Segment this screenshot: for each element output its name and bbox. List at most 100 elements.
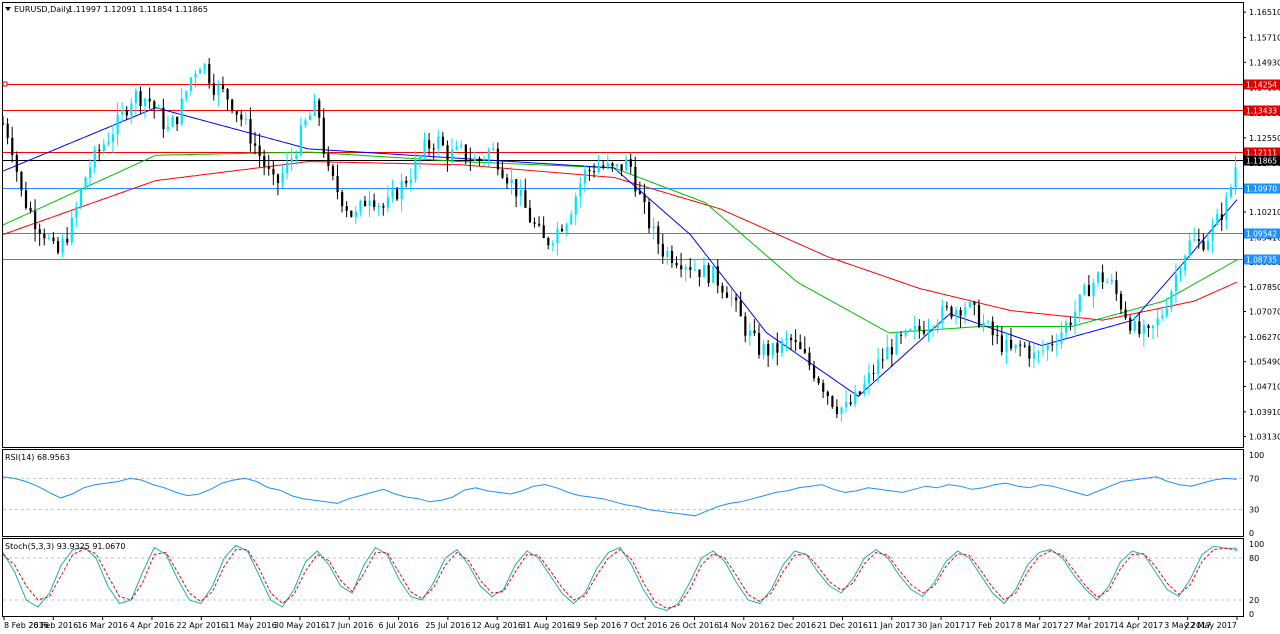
candle-body	[79, 189, 83, 207]
candles	[2, 58, 1237, 422]
time-tick-label: 14 Nov 2016	[718, 621, 769, 630]
candle-body	[20, 171, 23, 191]
rsi-indicator: 100 70 30 0	[2, 451, 1264, 538]
candle-body	[1202, 241, 1205, 250]
candle-body	[492, 148, 495, 151]
candle-body	[473, 158, 477, 161]
candle-body	[767, 343, 770, 356]
candle-body	[308, 115, 312, 121]
time-tick-label: 16 Mar 2016	[77, 621, 128, 630]
candle-body	[583, 170, 587, 184]
time-tick-label: 26 Oct 2016	[670, 621, 719, 630]
candle-body	[290, 158, 293, 162]
candle-body	[799, 342, 802, 349]
candle-body	[1106, 281, 1109, 283]
candle-body	[817, 378, 820, 384]
triangle-down-icon[interactable]	[5, 7, 11, 11]
candle-body	[790, 337, 793, 340]
stoch-panel-frame	[2, 538, 1244, 617]
price-tag-label: 1.13433	[1246, 107, 1277, 116]
price-tag-label: 1.08735	[1246, 256, 1277, 265]
symbol-title: EURUSD,Daily	[14, 5, 71, 14]
candle-body	[38, 229, 41, 234]
candle-body	[936, 322, 939, 328]
candle-body	[373, 200, 376, 208]
candle-body	[368, 200, 371, 207]
time-tick-label: 11 Jan 2017	[868, 621, 916, 630]
candle-body	[762, 343, 765, 355]
price-tag-label: 1.10970	[1246, 185, 1277, 194]
candle-body	[258, 145, 261, 157]
price-tag-bg	[1244, 105, 1280, 116]
candle-body	[845, 402, 848, 408]
candle-body	[43, 233, 46, 239]
candle-body	[854, 391, 857, 405]
candle-body	[826, 391, 829, 397]
candle-body	[927, 329, 930, 334]
candle-body	[968, 301, 971, 308]
candle-body	[634, 166, 637, 192]
candle-body	[1101, 272, 1104, 283]
ma-fast-line	[2, 107, 1238, 397]
candle-body	[354, 211, 357, 217]
candle-body	[716, 266, 719, 286]
candle-body	[382, 205, 385, 208]
candle-body	[295, 154, 298, 159]
candle-body	[418, 155, 422, 161]
candle-body	[913, 325, 916, 330]
candle-body	[556, 228, 559, 244]
candle-body	[1005, 339, 1008, 352]
candle-body	[959, 310, 962, 316]
candle-body	[134, 91, 138, 104]
candle-body	[212, 83, 215, 95]
candle-body	[615, 164, 619, 167]
indicator-tick-label: 0	[1249, 610, 1254, 619]
candle-body	[93, 149, 96, 168]
candle-body	[753, 330, 756, 334]
candle-body	[588, 170, 591, 172]
candle-body	[1115, 280, 1118, 294]
candle-body	[922, 330, 926, 334]
candle-body	[253, 143, 257, 146]
candle-body	[840, 407, 843, 414]
candle-body	[1138, 321, 1141, 335]
candle-body	[61, 238, 64, 253]
candle-body	[776, 342, 779, 353]
candle-body	[478, 158, 481, 160]
candle-body	[1037, 351, 1040, 353]
candle-body	[153, 101, 156, 109]
stoch-signal-line	[2, 547, 1238, 609]
candle-body	[423, 140, 426, 156]
candle-body	[203, 64, 206, 70]
candle-body	[244, 118, 248, 120]
candle-body	[34, 211, 37, 230]
time-tick-label: 8 Feb 2016	[4, 621, 49, 630]
candle-body	[166, 126, 170, 130]
candle-body	[932, 327, 935, 330]
candle-body	[661, 243, 664, 257]
candle-body	[702, 264, 706, 278]
candle-body	[331, 166, 335, 176]
candle-body	[304, 120, 307, 126]
candle-body	[148, 98, 151, 102]
candle-body	[973, 301, 976, 305]
candle-body	[121, 110, 124, 115]
time-tick-label: 17 Jun 2016	[325, 621, 373, 630]
candle-body	[1211, 224, 1214, 241]
time-tick-label: 30 Jan 2017	[917, 621, 965, 630]
horizontal-lines	[2, 81, 1243, 260]
candle-body	[66, 238, 69, 243]
candle-body	[52, 237, 55, 242]
candle-body	[707, 264, 710, 284]
candle-body	[89, 167, 92, 178]
candle-body	[171, 116, 174, 127]
candle-body	[890, 346, 894, 355]
candle-body	[350, 210, 353, 217]
candle-body	[652, 226, 655, 229]
candle-body	[1087, 285, 1091, 297]
candle-body	[98, 149, 101, 151]
candle-body	[648, 202, 651, 229]
candle-body	[1124, 309, 1127, 319]
candle-body	[1142, 325, 1146, 335]
